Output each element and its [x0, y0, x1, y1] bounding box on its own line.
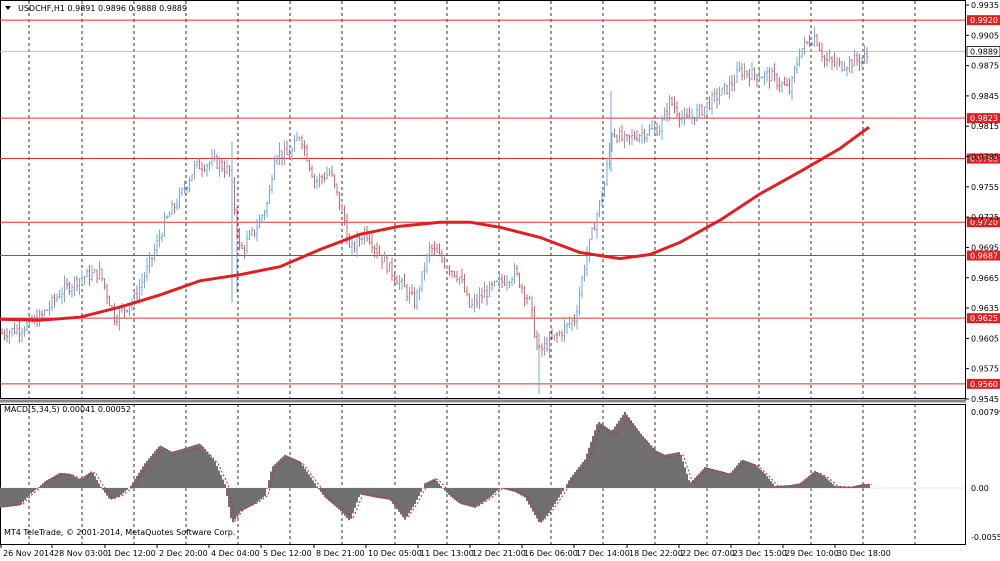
current-price-label: 0.9889	[970, 47, 998, 56]
time-tick-label: 29 Dec 10:00	[785, 549, 839, 558]
price-tick-label: 0.9875	[971, 62, 999, 71]
price-tick-label: 0.9725	[971, 213, 999, 222]
moving-average-line	[0, 125, 870, 322]
level-label: 0.9783	[970, 155, 998, 164]
time-tick-label: 5 Dec 12:00	[263, 549, 312, 558]
macd-indicator	[0, 411, 965, 523]
time-tick-label: 28 Nov 03:00	[54, 549, 108, 558]
time-tick-label: 26 Nov 2014	[3, 549, 54, 558]
level-tag	[967, 217, 1000, 228]
time-axis: 26 Nov 2014 28 Nov 03:00 1 Dec 12:00 2 Dec …	[0, 544, 891, 558]
macd-tick-label: 0.00799	[971, 408, 1000, 417]
price-tick-label: 0.9755	[971, 183, 999, 192]
macd-tick-label: -0.00554	[971, 533, 1000, 542]
time-tick-label: 8 Dec 21:00	[316, 549, 365, 558]
time-tick-label: 22 Dec 07:00	[681, 549, 735, 558]
price-tick-label: 0.9815	[971, 122, 999, 131]
level-tag	[967, 153, 1000, 164]
time-tick-label: 2 Dec 20:00	[159, 549, 208, 558]
price-tick-label: 0.9545	[971, 395, 999, 404]
level-label: 0.9687	[970, 252, 998, 261]
chart-header: USDCHF,H1 0.9891 0.9896 0.9888 0.9889	[18, 4, 187, 13]
level-label: 0.9920	[970, 16, 998, 25]
support-resistance-lines[interactable]: 0.9920 0.9823 0.9783 0.9720 0.9687 0.9625 0.95…	[0, 15, 1000, 389]
level-label: 0.9720	[970, 218, 998, 227]
price-axis: 0.99350.99050.98750.98450.98150.97850.97…	[965, 1, 1000, 542]
level-tag	[967, 113, 1000, 124]
time-tick-label: 1 Dec 12:00	[107, 549, 156, 558]
price-tick-label: 0.9695	[971, 243, 999, 252]
time-tick-label: 10 Dec 05:00	[368, 549, 422, 558]
current-price-tag	[966, 46, 1000, 57]
price-tick-label: 0.9935	[971, 1, 999, 10]
level-tag	[967, 250, 1000, 261]
price-tick-label: 0.9785	[971, 153, 999, 162]
price-tick-label: 0.9845	[971, 92, 999, 101]
price-tick-label: 0.9635	[971, 304, 999, 313]
time-tick-label: 16 Dec 06:00	[524, 549, 578, 558]
time-tick-label: 23 Dec 15:00	[733, 549, 787, 558]
price-tick-label: 0.9575	[971, 365, 999, 374]
price-tick-label: 0.9665	[971, 274, 999, 283]
level-tag	[967, 15, 1000, 26]
time-tick-label: 11 Dec 13:00	[420, 549, 474, 558]
macd-frame	[0, 404, 966, 545]
time-tick-label: 30 Dec 18:00	[837, 549, 891, 558]
time-tick-label: 4 Dec 04:00	[211, 549, 260, 558]
main-frame	[0, 0, 966, 399]
level-label: 0.9560	[970, 380, 998, 389]
copyright-text: MT4 TeleTrade, © 2001-2014, MetaQuotes S…	[4, 528, 235, 537]
time-tick-label: 17 Dec 14:00	[576, 549, 630, 558]
moving-average	[0, 125, 870, 322]
level-tag	[967, 313, 1000, 324]
macd-tick-label: 0.00	[971, 484, 989, 493]
price-tick-label: 0.9905	[971, 31, 999, 40]
level-label: 0.9823	[970, 114, 998, 123]
macd-signal-line	[2, 417, 872, 523]
macd-header: MACD(5,34,5) 0.00041 0.00052	[4, 405, 131, 414]
price-tick-label: 0.9605	[971, 334, 999, 343]
chart-grid	[0, 0, 966, 545]
level-tag	[967, 378, 1000, 389]
chevron-down-icon[interactable]	[5, 6, 11, 10]
time-tick-label: 12 Dec 21:00	[472, 549, 526, 558]
time-tick-label: 18 Dec 22:00	[629, 549, 683, 558]
level-label: 0.9625	[970, 314, 998, 323]
